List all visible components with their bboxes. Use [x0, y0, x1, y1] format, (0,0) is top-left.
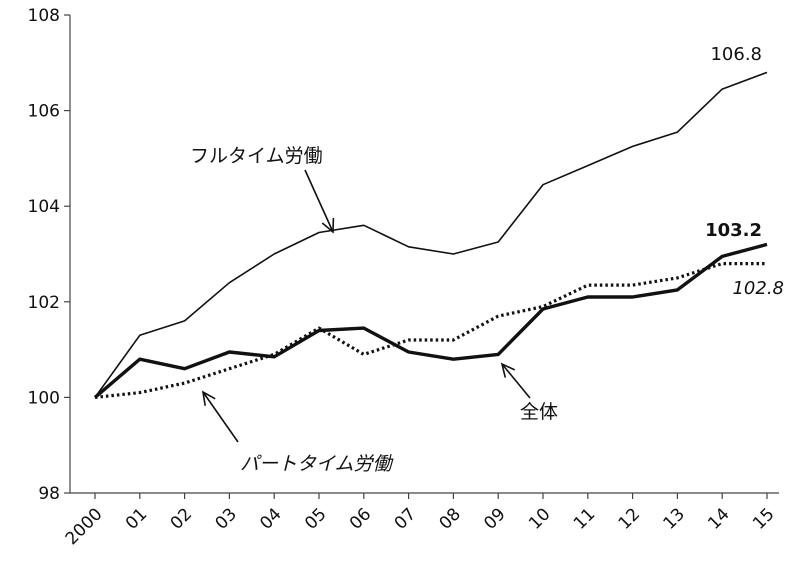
x-tick-label: 07: [391, 504, 420, 533]
series-line-2: [94, 262, 767, 399]
x-tick-label: 10: [525, 504, 554, 533]
x-tick-label: 02: [167, 504, 196, 533]
x-tick-label: 05: [301, 504, 330, 533]
x-tick-label: 2000: [62, 504, 107, 549]
end-value-label: 102.8: [732, 278, 784, 299]
annotation-arrow-head: [201, 390, 216, 406]
annotation-arrow-head: [321, 217, 335, 234]
annotation-arrow-head: [500, 362, 516, 378]
x-tick-label: 12: [615, 504, 644, 533]
axes: 98 100 102 104 106 108 2000 01 02 03 04 05 06 07 08 09 1…: [28, 6, 779, 549]
x-tick-label: 01: [122, 504, 151, 533]
end-value-label: 106.8: [710, 44, 762, 65]
x-tick-label: 03: [211, 504, 240, 533]
annotation-label: フルタイム労働: [190, 145, 323, 167]
y-tick-label: 98: [38, 484, 60, 504]
x-tick-label: 15: [749, 504, 778, 533]
annotation-arrow-line: [202, 391, 239, 443]
x-tick-label: 06: [346, 504, 375, 533]
y-tick-label: 108: [28, 6, 60, 26]
annotation-label: 全体: [520, 401, 558, 423]
x-tick-label: 11: [570, 504, 599, 533]
series-group: [93, 71, 768, 399]
series-line-1: [93, 242, 768, 399]
end-value-label: 103.2: [705, 220, 762, 241]
y-tick-label: 102: [28, 293, 60, 313]
annotation-arrow-line: [304, 169, 334, 233]
x-tick-label: 14: [704, 504, 733, 533]
annotation-arrow-line: [501, 363, 531, 399]
y-tick-label: 104: [28, 197, 60, 217]
x-tick-label: 13: [659, 504, 688, 533]
y-tick-label: 100: [28, 388, 60, 408]
x-tick-label: 04: [256, 504, 285, 533]
x-tick-label: 09: [480, 504, 509, 533]
series-line-0: [94, 71, 768, 398]
annotation-label: パートタイム労働: [240, 453, 394, 475]
x-tick-label: 08: [435, 504, 464, 533]
y-tick-label: 106: [28, 102, 60, 122]
